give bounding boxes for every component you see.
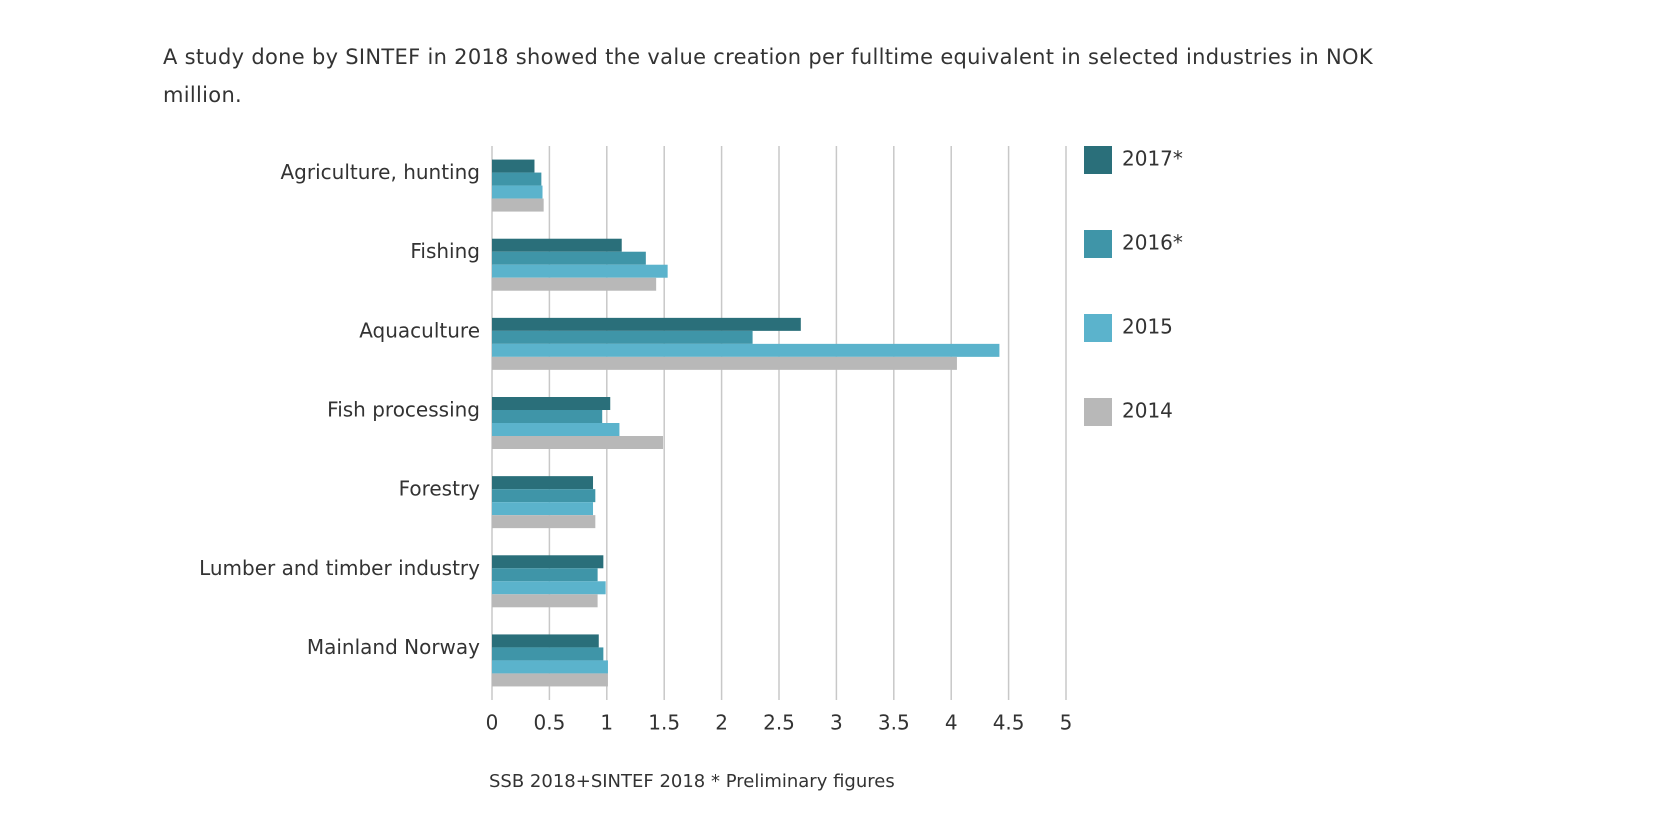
x-tick-label: 4.5 <box>993 711 1025 735</box>
bar <box>492 159 535 173</box>
bar <box>492 568 598 582</box>
x-tick-label: 0.5 <box>533 711 565 735</box>
legend-swatch <box>1084 398 1112 426</box>
bar <box>492 198 544 212</box>
x-tick-label: 5 <box>1060 711 1073 735</box>
x-tick-label: 0 <box>486 711 499 735</box>
bar <box>492 172 542 186</box>
bar <box>492 647 604 661</box>
x-tick-label: 1.5 <box>648 711 680 735</box>
chart-title: A study done by SINTEF in 2018 showed th… <box>163 45 1373 107</box>
bar <box>492 660 608 674</box>
bar <box>492 502 594 516</box>
legend-label: 2014 <box>1122 399 1173 423</box>
legend-swatch <box>1084 314 1112 342</box>
bar <box>492 343 1000 357</box>
x-tick-label: 4 <box>945 711 958 735</box>
bar <box>492 489 596 503</box>
y-tick-label: Mainland Norway <box>307 635 480 659</box>
bar <box>492 330 753 344</box>
x-tick-label: 2.5 <box>763 711 795 735</box>
bar <box>492 581 606 595</box>
y-tick-label: Aquaculture <box>359 318 480 342</box>
y-tick-label: Agriculture, hunting <box>280 160 480 184</box>
x-tick-label: 1 <box>600 711 613 735</box>
legend-label: 2015 <box>1122 315 1173 339</box>
bar <box>492 277 657 291</box>
bar <box>492 356 957 370</box>
bar <box>492 515 596 529</box>
bar <box>492 436 664 449</box>
legend-swatch <box>1084 146 1112 174</box>
bar <box>492 673 608 687</box>
y-tick-label: Forestry <box>399 477 481 501</box>
bar <box>492 251 646 265</box>
bar <box>492 397 611 410</box>
bar <box>492 264 668 278</box>
bar <box>492 317 801 331</box>
bar <box>492 423 620 436</box>
source-note: SSB 2018+SINTEF 2018 * Preliminary figur… <box>489 771 895 792</box>
y-tick-label: Fishing <box>410 239 480 263</box>
x-tick-label: 3 <box>830 711 843 735</box>
bar <box>492 185 543 199</box>
bar <box>492 594 598 608</box>
bar <box>492 634 599 648</box>
y-tick-label: Lumber and timber industry <box>199 556 480 580</box>
bar <box>492 238 622 252</box>
bar <box>492 476 594 490</box>
legend-label: 2017* <box>1122 147 1183 171</box>
y-tick-label: Fish processing <box>327 398 480 422</box>
bar <box>492 555 604 569</box>
bar <box>492 410 603 423</box>
legend-swatch <box>1084 230 1112 258</box>
legend-label: 2016* <box>1122 231 1183 255</box>
x-tick-label: 3.5 <box>878 711 910 735</box>
x-tick-label: 2 <box>715 711 728 735</box>
